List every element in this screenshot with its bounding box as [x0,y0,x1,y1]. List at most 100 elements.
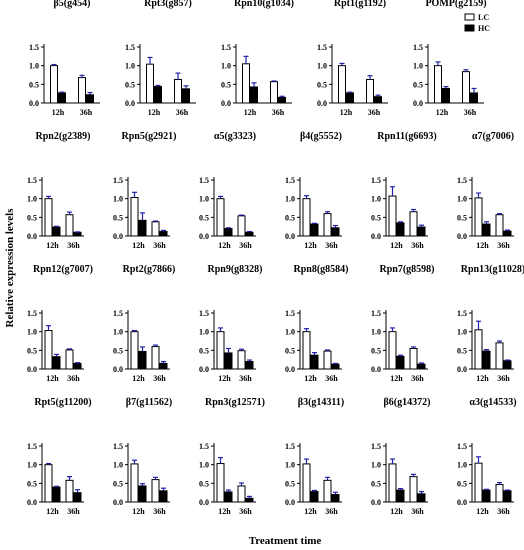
bar-hc-36h [503,230,512,237]
y-tick-label: 1.5 [113,309,123,318]
bar-hc-36h [159,490,168,503]
x-tick-label: 36h [272,108,285,117]
y-tick-label: 0.5 [125,80,135,89]
y-tick-label: 1.0 [221,62,231,71]
y-tick-label: 1.5 [457,309,467,318]
x-tick-label: 12h [46,241,59,250]
panel-20: β3(g14311) 0.0 0.5 1.0 1.5 12h 36h [285,397,344,516]
y-tick-label: 0.0 [125,99,135,108]
y-tick-label: 0.5 [371,479,381,488]
bar-hc-36h [331,363,340,370]
panel-title: Rpt3(g857) [144,0,192,9]
panel-1: Rpt3(g857) 0.0 0.5 1.0 1.5 12h 36h [125,0,196,117]
x-tick-label: 12h [132,374,145,383]
x-tick-label: 36h [325,507,338,516]
y-tick-label: 0.5 [113,346,123,355]
x-tick-label: 36h [153,374,166,383]
bar-hc-12h [250,86,258,104]
legend-swatch-hc [464,24,475,32]
panel-4: POMP(g2159) 0.0 0.5 1.0 1.5 12h 36h [413,0,487,117]
x-tick-label: 36h [80,108,93,117]
y-tick-label: 0.5 [199,479,209,488]
y-tick-label: 1.0 [113,461,123,470]
bar-hc-36h [331,227,340,237]
x-tick-label: 12h [476,374,489,383]
y-tick-label: 0.5 [457,213,467,222]
bar-lc-36h [65,349,74,370]
bar-hc-36h [503,360,512,370]
x-tick-label: 36h [411,374,424,383]
y-tick-label: 0.0 [27,232,37,241]
y-tick-label: 1.5 [371,309,381,318]
panel-title: Rpn10(g1034) [234,0,294,9]
bar-lc-12h [146,63,154,104]
bar-hc-12h [138,485,147,503]
y-tick-label: 0.5 [285,479,295,488]
y-tick-label: 0.0 [457,498,467,507]
y-tick-label: 1.5 [29,43,39,52]
y-tick-label: 0.0 [27,498,37,507]
y-tick-label: 1.5 [199,176,209,185]
panel-title: Rpn7(g8598) [379,264,434,275]
x-tick-label: 12h [390,374,403,383]
x-tick-label: 12h [218,374,231,383]
bar-lc-36h [462,71,470,104]
y-tick-label: 1.0 [371,461,381,470]
y-tick-label: 1.0 [199,461,209,470]
y-tick-label: 1.0 [113,195,123,204]
panel-title: Rpn9(g8328) [207,264,262,275]
y-tick-label: 0.5 [457,479,467,488]
bar-lc-12h [216,331,225,370]
bar-lc-36h [237,485,246,503]
y-tick-label: 0.5 [285,346,295,355]
bar-lc-36h [78,77,86,104]
y-tick-label: 0.5 [317,80,327,89]
x-tick-label: 12h [476,507,489,516]
x-tick-label: 12h [218,507,231,516]
x-tick-label: 36h [67,241,80,250]
bar-hc-36h [417,363,426,370]
bar-lc-36h [323,213,332,237]
bar-hc-36h [374,96,382,104]
bar-lc-36h [323,479,332,503]
bar-lc-36h [65,214,74,237]
panel-title: β4(g5552) [300,131,342,142]
bar-hc-12h [482,223,491,237]
y-tick-label: 1.0 [317,62,327,71]
y-tick-label: 0.0 [199,232,209,241]
y-tick-label: 1.5 [371,442,381,451]
bar-hc-12h [346,92,354,104]
x-tick-label: 36h [464,108,477,117]
panel-title: Rpt1(g1192) [334,0,386,9]
panel-9: Rpn11(g6693) 0.0 0.5 1.0 1.5 12h 36h [371,131,437,250]
panel-19: Rpn3(g12571) 0.0 0.5 1.0 1.5 12h 36h [199,397,265,516]
panel-title: Rpn13(g11028) [461,264,524,275]
y-tick-label: 1.0 [27,195,37,204]
y-tick-label: 0.0 [221,99,231,108]
bar-lc-36h [65,479,74,503]
y-tick-label: 1.0 [457,328,467,337]
y-tick-label: 0.5 [371,346,381,355]
bar-hc-12h [482,489,491,503]
y-tick-label: 1.5 [27,442,37,451]
y-tick-label: 0.0 [113,365,123,374]
bar-lc-12h [434,65,442,104]
panel-14: Rpn8(g8584) 0.0 0.5 1.0 1.5 12h 36h [285,264,349,383]
bar-lc-36h [323,350,332,370]
bar-hc-12h [52,486,61,503]
y-tick-label: 1.5 [317,43,327,52]
bar-hc-12h [52,226,61,237]
x-tick-label: 12h [218,241,231,250]
bar-hc-12h [442,87,450,104]
bar-hc-36h [73,231,82,237]
bar-lc-12h [216,198,225,237]
x-tick-label: 36h [153,507,166,516]
legend-label-lc: LC [478,13,489,22]
bar-lc-36h [409,347,418,370]
y-tick-label: 1.0 [457,461,467,470]
bar-lc-36h [151,221,160,237]
bar-lc-12h [302,463,311,503]
bar-lc-12h [474,329,483,370]
y-tick-label: 1.5 [457,176,467,185]
bar-hc-36h [73,362,82,370]
